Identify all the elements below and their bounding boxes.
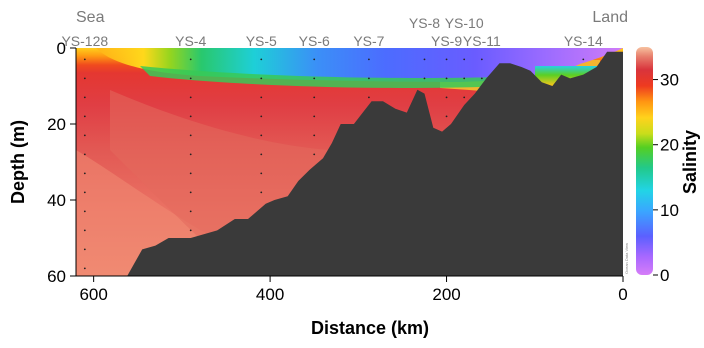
station-label: YS-4 xyxy=(175,33,206,49)
colorbar-ticks: 0 10 20 30 xyxy=(653,71,679,285)
sample-point xyxy=(445,115,448,118)
sample-point xyxy=(480,58,483,61)
sample-point xyxy=(368,58,370,61)
sample-points xyxy=(83,58,585,270)
sample-point xyxy=(189,153,192,156)
sample-point xyxy=(260,77,263,80)
odv-credit: Ocean Data View xyxy=(624,243,629,274)
sample-point xyxy=(189,77,192,80)
x-tick-label: 0 xyxy=(618,285,627,304)
sample-point xyxy=(463,77,466,80)
sample-point xyxy=(189,210,192,213)
sample-point xyxy=(83,229,86,232)
station-labels: YS-128 YS-4 YS-5 YS-6 YS-7 YS-8 YS-9 YS-10 YS-11… xyxy=(61,15,602,49)
sample-point xyxy=(260,96,263,99)
y-axis-title: Depth (m) xyxy=(8,120,28,204)
sample-point xyxy=(260,134,263,137)
sample-point xyxy=(189,191,192,194)
sample-point xyxy=(260,153,263,156)
sample-point xyxy=(260,58,263,61)
colorbar-tick-label: 30 xyxy=(660,71,679,90)
colorbar-tick-label: 20 xyxy=(660,136,679,155)
sample-point xyxy=(83,172,86,175)
sample-point xyxy=(423,77,426,80)
sample-point xyxy=(83,191,86,194)
sample-point xyxy=(313,134,316,137)
sample-point xyxy=(83,58,86,61)
sample-point xyxy=(463,58,466,61)
sample-point xyxy=(83,77,86,80)
land-label: Land xyxy=(592,9,628,26)
sample-point xyxy=(313,58,316,61)
station-label: YS-5 xyxy=(246,33,277,49)
station-label: YS-128 xyxy=(61,33,108,49)
sample-point xyxy=(83,153,86,156)
sample-point xyxy=(83,96,86,99)
sample-point xyxy=(260,172,263,175)
sample-point xyxy=(189,115,192,118)
sample-point xyxy=(189,58,192,61)
x-tick-label: 600 xyxy=(79,285,107,304)
station-label: YS-9 xyxy=(431,33,462,49)
sample-point xyxy=(260,191,263,194)
sample-point xyxy=(480,77,483,80)
colorbar xyxy=(636,47,653,275)
x-axis-ticks: 600 400 200 0 xyxy=(79,276,628,304)
sample-point xyxy=(368,77,370,80)
station-label: YS-14 xyxy=(564,33,603,49)
station-label: YS-6 xyxy=(299,33,330,49)
x-tick-label: 200 xyxy=(432,285,460,304)
sample-point xyxy=(83,134,86,137)
sample-point xyxy=(189,134,192,137)
y-tick-label: 60 xyxy=(47,267,66,286)
station-label: YS-7 xyxy=(353,33,384,49)
sea-label: Sea xyxy=(76,9,105,26)
sample-point xyxy=(423,58,426,61)
sample-point xyxy=(83,115,86,118)
sample-point xyxy=(313,153,316,156)
colorbar-title: Salinity xyxy=(680,130,700,194)
seafloor-terrain xyxy=(127,51,623,276)
station-label: YS-8 xyxy=(409,15,440,31)
station-label: YS-11 xyxy=(463,33,501,49)
sample-point xyxy=(463,96,466,99)
sample-point xyxy=(368,96,370,99)
sample-point xyxy=(582,58,585,61)
sample-point xyxy=(313,77,316,80)
station-label: YS-10 xyxy=(445,15,484,31)
sample-point xyxy=(445,96,448,99)
colorbar-tick-label: 0 xyxy=(660,266,669,285)
sample-point xyxy=(189,172,192,175)
y-tick-label: 20 xyxy=(47,115,66,134)
sample-point xyxy=(189,229,192,232)
sample-point xyxy=(445,77,448,80)
colorbar-tick-label: 10 xyxy=(660,201,679,220)
sample-point xyxy=(313,115,316,118)
y-axis-ticks: 0 20 40 60 xyxy=(47,39,76,286)
green-transition-band xyxy=(140,66,560,88)
sample-point xyxy=(445,58,448,61)
sample-point xyxy=(313,96,316,99)
sample-point xyxy=(260,115,263,118)
y-tick-label: 0 xyxy=(57,39,66,58)
offshore-pale-zone xyxy=(76,150,300,276)
sample-point xyxy=(83,248,86,251)
sample-point xyxy=(83,210,86,213)
y-tick-label: 40 xyxy=(47,191,66,210)
x-tick-label: 400 xyxy=(256,285,284,304)
sample-point xyxy=(83,267,86,270)
x-axis-title: Distance (km) xyxy=(311,318,429,338)
sample-point xyxy=(189,96,192,99)
